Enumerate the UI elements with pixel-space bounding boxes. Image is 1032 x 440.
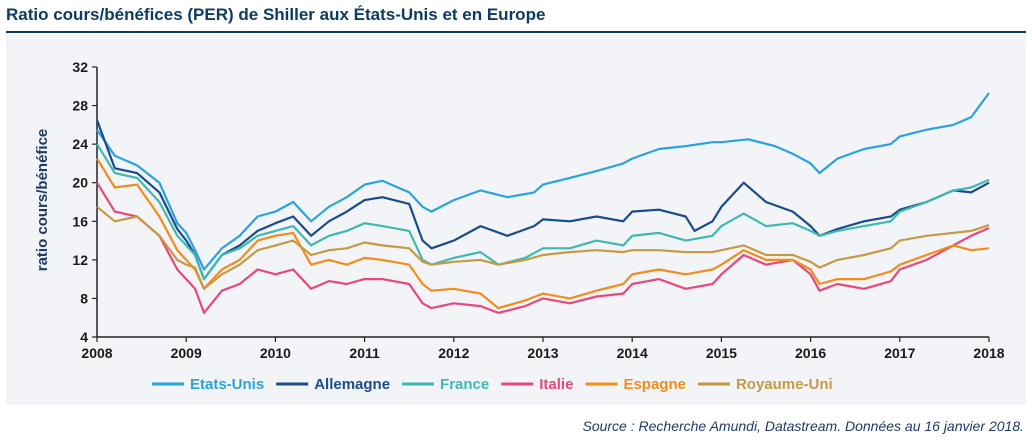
legend-label: Italie (539, 376, 573, 393)
y-tick-label: 16 (72, 213, 88, 229)
legend-label: Etats-Unis (190, 376, 264, 393)
legend-label: Royaume-Uni (736, 376, 833, 393)
x-tick-label: 2008 (81, 345, 112, 361)
y-tick-label: 32 (72, 59, 88, 75)
legend-label: Espagne (623, 376, 686, 393)
x-tick-label: 2013 (527, 345, 558, 361)
x-tick-label: 2012 (438, 345, 469, 361)
x-tick-label: 2009 (171, 345, 202, 361)
x-tick-label: 2011 (349, 345, 380, 361)
series-lines (95, 92, 990, 314)
series-line-royaume-uni (96, 205, 990, 290)
chart-title: Ratio cours/bénéfices (PER) de Shiller a… (6, 5, 546, 24)
source-note: Source : Recherche Amundi, Datastream. D… (582, 418, 1024, 434)
y-axis-label: ratio cours/bénéfice (34, 129, 51, 272)
y-tick-label: 24 (72, 136, 88, 152)
series-line-etats-unis (96, 92, 990, 271)
x-tick-label: 2018 (973, 345, 1004, 361)
series-line-espagne (96, 158, 990, 310)
x-tick-label: 2015 (706, 345, 737, 361)
series-line-italie (96, 182, 990, 314)
legend-label: Allemagne (314, 376, 390, 393)
title-underline (6, 31, 1026, 33)
legend: Etats-Unis Allemagne France Italie Espagne Ro… (152, 376, 833, 393)
y-tick-label: 4 (80, 329, 88, 345)
y-tick-label: 8 (80, 290, 88, 306)
axes: 4 8 12 16 20 24 28 32 2008 2009 2010 2011 2012 2013 20… (72, 59, 1004, 361)
x-tick-label: 2016 (795, 345, 826, 361)
y-tick-label: 20 (72, 175, 88, 191)
x-tick-label: 2014 (617, 345, 648, 361)
y-tick-label: 28 (72, 98, 88, 114)
x-tick-label: 2017 (884, 345, 915, 361)
y-tick-label: 12 (72, 252, 88, 268)
legend-label: France (440, 376, 489, 393)
series-line-france (96, 143, 990, 281)
x-tick-label: 2010 (260, 345, 291, 361)
